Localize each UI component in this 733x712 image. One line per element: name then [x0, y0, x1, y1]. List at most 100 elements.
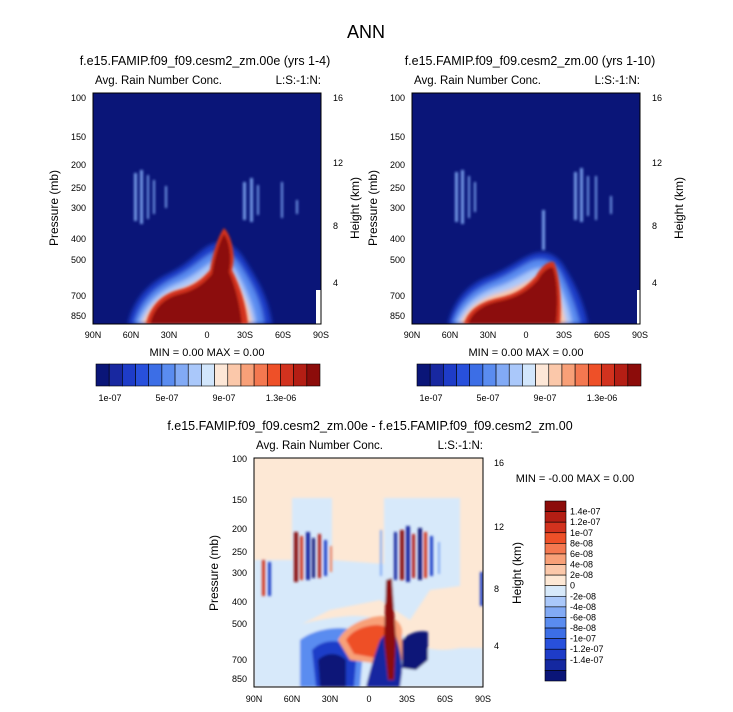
colorbar-swatch: [240, 363, 255, 387]
panel-2-xtick: 60S: [594, 330, 610, 340]
panel-3-xtick: 90S: [475, 694, 491, 704]
colorbar-swatch: [495, 363, 510, 387]
panel-2-ytick: 400: [390, 234, 405, 244]
panel-2-cb-label: 1.3e-06: [587, 393, 618, 403]
panel-3-ytick: 150: [232, 495, 247, 505]
panel-1-left-label: Avg. Rain Number Conc.: [95, 75, 222, 87]
page-title: ANN: [347, 22, 385, 42]
colorbar-swatch: [522, 363, 536, 387]
colorbar-swatch: [544, 670, 567, 682]
panel-2-ytick: 850: [390, 311, 405, 321]
panel-1-stats: MIN = 0.00 MAX = 0.00: [150, 347, 265, 359]
colorbar-swatch: [456, 363, 471, 387]
colorbar-swatch: [574, 363, 589, 387]
colorbar-swatch: [544, 521, 567, 534]
panel-1-xtick: 60N: [123, 330, 140, 340]
colorbar-swatch: [95, 363, 110, 387]
colorbar-swatch: [201, 363, 215, 387]
colorbar-swatch: [561, 363, 576, 387]
panel-1-ylabel: Pressure (mb): [47, 170, 61, 246]
panel-2-right-label: L:S:-1:N:: [595, 75, 640, 87]
colorbar-swatch: [544, 627, 567, 639]
colorbar-swatch: [544, 585, 567, 597]
panel-1-xtick: 90N: [85, 330, 102, 340]
panel-3-xtick: 60S: [437, 694, 453, 704]
colorbar-swatch: [544, 574, 567, 587]
panel-3-ylabel: Pressure (mb): [207, 535, 221, 611]
colorbar-swatch: [122, 363, 136, 387]
panel-2: f.e15.FAMIP.f09_f09.cesm2_zm.00 (yrs 1-1…: [366, 54, 686, 403]
panel-3-cb-label: 4e-08: [570, 560, 593, 570]
colorbar-swatch: [601, 363, 615, 387]
panel-3-cb-label: 1.2e-07: [570, 517, 601, 527]
panel-3-ylabel-right: Height (km): [510, 542, 524, 604]
panel-3-xtick: 90N: [246, 694, 263, 704]
panel-3: f.e15.FAMIP.f09_f09.cesm2_zm.00e - f.e15…: [167, 419, 634, 704]
panel-2-ytick: 150: [390, 132, 405, 142]
panel-2-cb-label: 5e-07: [476, 393, 499, 403]
panel-1-xtick: 30N: [161, 330, 178, 340]
panel-3-cb-label: 0: [570, 581, 575, 591]
panel-1-ytick-right: 4: [333, 278, 338, 288]
panel-1-ytick: 150: [71, 132, 86, 142]
panel-1-ytick-right: 12: [333, 158, 343, 168]
panel-3-ytick: 200: [232, 524, 247, 534]
panel-3-cb-label: 8e-08: [570, 538, 593, 548]
colorbar-swatch: [416, 363, 431, 387]
colorbar-swatch: [544, 638, 567, 650]
colorbar-swatch: [614, 363, 629, 387]
colorbar-swatch: [429, 363, 444, 387]
colorbar-swatch: [535, 363, 550, 387]
colorbar-swatch: [161, 363, 176, 387]
panel-3-ytick: 400: [232, 597, 247, 607]
panel-3-title: f.e15.FAMIP.f09_f09.cesm2_zm.00e - f.e15…: [167, 419, 572, 433]
panel-2-ytick-right: 16: [652, 93, 662, 103]
colorbar-swatch: [469, 363, 484, 387]
panel-2-colorbar: [416, 363, 642, 387]
panel-1-ytick: 400: [71, 234, 86, 244]
panel-1-colorbar: [95, 363, 321, 387]
panel-2-ytick: 100: [390, 93, 405, 103]
panel-1-ytick: 500: [71, 255, 86, 265]
panel-3-left-label: Avg. Rain Number Conc.: [256, 440, 383, 452]
panel-3-xtick: 30N: [322, 694, 339, 704]
panel-1-xtick: 0: [204, 330, 209, 340]
colorbar-swatch: [148, 363, 163, 387]
panel-1-title: f.e15.FAMIP.f09_f09.cesm2_zm.00e (yrs 1-…: [80, 54, 331, 68]
colorbar-swatch: [544, 500, 567, 512]
panel-3-cb-label: -1e-07: [570, 634, 596, 644]
panel-1-cb-label: 5e-07: [155, 393, 178, 403]
colorbar-swatch: [266, 363, 281, 387]
panel-3-cb-label: -1.4e-07: [570, 655, 604, 665]
panel-3-cb-label: -4e-08: [570, 602, 596, 612]
colorbar-swatch: [544, 511, 567, 523]
panel-3-right-label: L:S:-1:N:: [438, 440, 483, 452]
panel-1: f.e15.FAMIP.f09_f09.cesm2_zm.00e (yrs 1-…: [47, 54, 362, 403]
panel-2-ytick: 250: [390, 183, 405, 193]
colorbar-swatch: [280, 363, 294, 387]
panel-3-cb-label: 6e-08: [570, 549, 593, 559]
colorbar-swatch: [544, 532, 567, 544]
colorbar-swatch: [544, 543, 567, 555]
colorbar-swatch: [548, 363, 563, 387]
panel-2-title: f.e15.FAMIP.f09_f09.cesm2_zm.00 (yrs 1-1…: [405, 54, 656, 68]
panel-2-xtick: 60N: [442, 330, 459, 340]
colorbar-swatch: [108, 363, 123, 387]
panel-2-cb-label: 9e-07: [533, 393, 556, 403]
panel-1-ytick: 300: [71, 203, 86, 213]
panel-3-cb-label: -8e-08: [570, 623, 596, 633]
panel-3-ytick: 700: [232, 655, 247, 665]
panel-3-ytick: 300: [232, 568, 247, 578]
panel-3-cb-label: 2e-08: [570, 570, 593, 580]
panel-2-xtick: 30N: [480, 330, 497, 340]
colorbar-swatch: [306, 363, 321, 387]
panel-1-ylabel-right: Height (km): [348, 177, 362, 239]
colorbar-swatch: [544, 564, 567, 576]
colorbar-swatch: [544, 553, 567, 565]
panel-1-ytick: 250: [71, 183, 86, 193]
colorbar-swatch: [443, 363, 457, 387]
panel-1-xtick: 30S: [237, 330, 253, 340]
panel-2-ytick: 200: [390, 160, 405, 170]
panel-1-xtick: 90S: [313, 330, 329, 340]
